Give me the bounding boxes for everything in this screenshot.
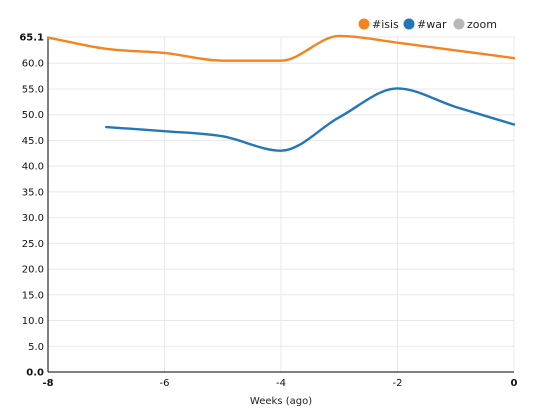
x-tick-label: -6: [160, 378, 170, 389]
y-tick-label: 25.0: [22, 239, 44, 250]
y-tick-label: 55.0: [22, 84, 44, 95]
y-tick-label: 45.0: [22, 136, 44, 147]
y-tick-label: 5.0: [28, 342, 44, 353]
y-tick-label: 20.0: [22, 265, 44, 276]
y-tick-label: 40.0: [22, 162, 44, 173]
series-lines: [46, 34, 516, 152]
legend-label: #war: [417, 18, 447, 31]
legend-label: zoom: [467, 18, 497, 31]
y-tick-label: 65.1: [19, 33, 44, 44]
x-tick-label: -8: [42, 378, 53, 389]
x-tick-label: -4: [276, 378, 286, 389]
y-tick-label: 10.0: [22, 316, 44, 327]
x-gridlines: [47, 37, 515, 372]
legend-label: #isis: [372, 18, 399, 31]
series-line-isis: [46, 34, 516, 62]
y-tick-labels: 0.0 5.0 10.0 15.0 20.0 25.0 30.0 35.0 40.0 45.0 50…: [19, 33, 44, 379]
legend-swatch: [403, 18, 415, 30]
legend-swatch: [453, 18, 465, 30]
y-tick-label: 30.0: [22, 213, 44, 224]
legend-item-zoom[interactable]: zoom: [453, 18, 497, 31]
x-tick-label: -2: [393, 378, 403, 389]
legend: #isis #war zoom: [358, 18, 497, 31]
y-gridlines: [48, 36, 514, 373]
y-tick-label: 0.0: [26, 368, 44, 379]
legend-item-war[interactable]: #war: [403, 18, 447, 31]
y-tick-label: 15.0: [22, 290, 44, 301]
y-tick-label: 35.0: [22, 187, 44, 198]
y-tick-label: 60.0: [22, 59, 44, 70]
y-tick-label: 50.0: [22, 110, 44, 121]
x-axis-title: Weeks (ago): [250, 396, 312, 407]
x-tick-label: 0: [511, 378, 518, 389]
legend-item-isis[interactable]: #isis: [358, 18, 400, 31]
series-line-war: [105, 87, 516, 152]
x-tick-labels: -8 -6 -4 -2 0: [42, 378, 517, 389]
legend-swatch: [358, 18, 370, 30]
